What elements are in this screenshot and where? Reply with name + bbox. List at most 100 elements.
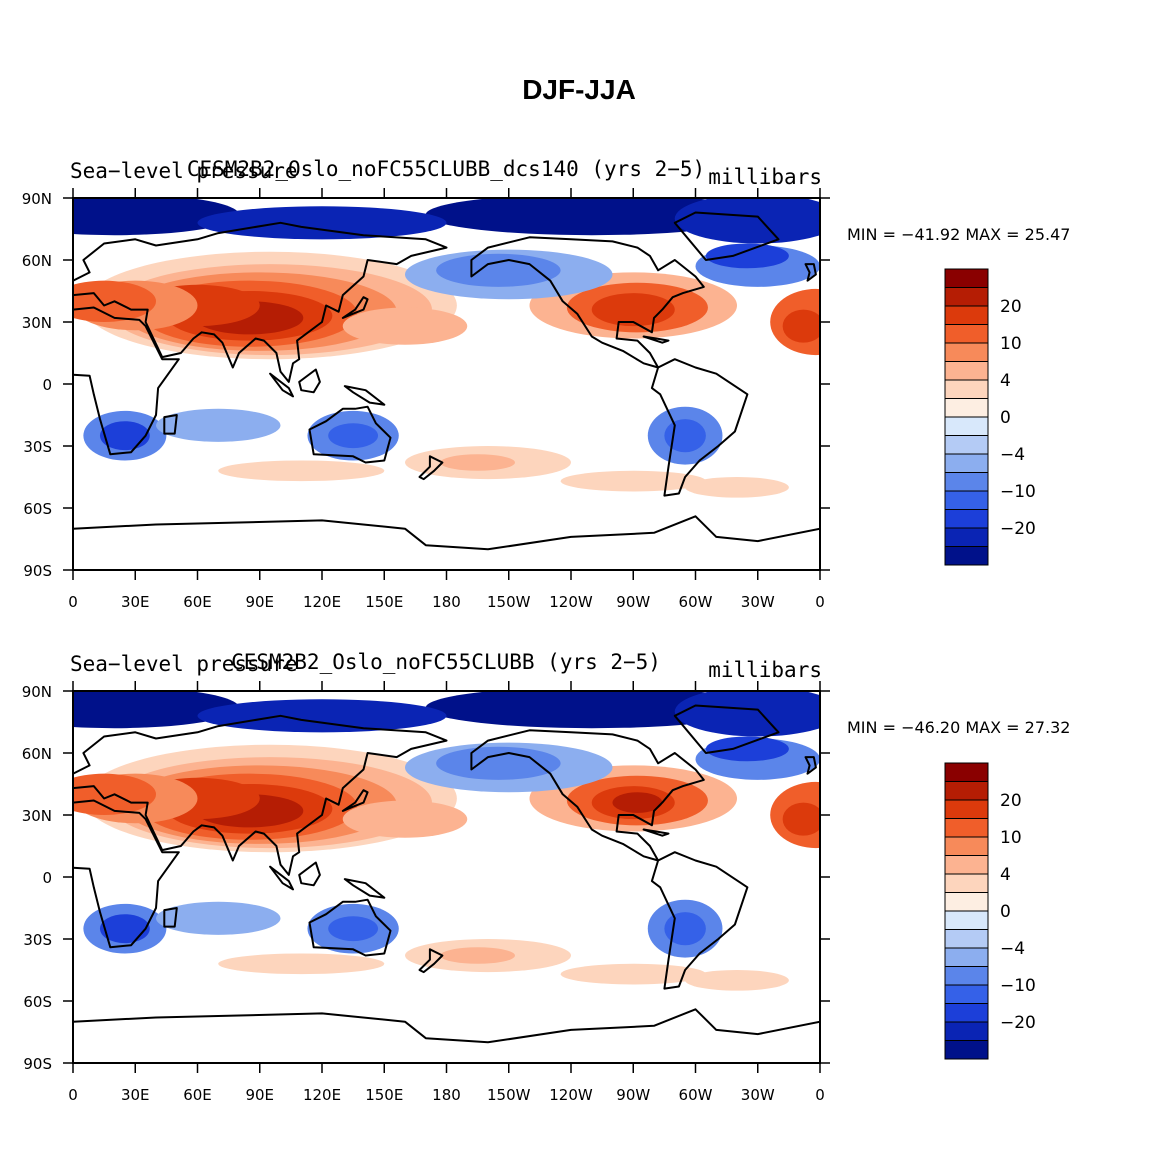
panel-units: millibars	[708, 658, 822, 682]
colorbar-swatch	[944, 929, 989, 949]
coastline	[343, 385, 386, 406]
coastline	[269, 372, 294, 398]
colorbar-swatch	[944, 490, 989, 510]
x-tick-label: 180	[432, 593, 461, 611]
x-tick-label: 90E	[245, 1086, 274, 1104]
x-tick-label: 60W	[679, 593, 713, 611]
y-tick-label: 60N	[22, 252, 52, 270]
panel-min-max: MIN = −46.20 MAX = 27.32	[847, 718, 1070, 737]
coastline	[73, 1008, 820, 1063]
colorbar-label: −4	[1000, 445, 1025, 465]
colorbar-swatch	[944, 472, 989, 492]
colorbar-swatch	[944, 1021, 989, 1041]
coastline	[341, 789, 369, 812]
x-tick-label: 30E	[121, 1086, 150, 1104]
panel-left-title: Sea−level pressure	[70, 159, 298, 183]
y-tick-label: 0	[42, 376, 52, 394]
y-tick-label: 30S	[23, 438, 52, 456]
coastline	[73, 221, 448, 383]
x-tick-label: 90E	[245, 593, 274, 611]
coastline	[269, 865, 294, 891]
coastline	[73, 799, 180, 949]
coastline	[73, 515, 820, 570]
colorbar-label: 4	[1000, 865, 1011, 885]
x-tick-label: 120W	[549, 593, 593, 611]
colorbar-swatch	[944, 966, 989, 986]
colorbar-swatch	[944, 799, 989, 819]
colorbar-swatch	[944, 910, 989, 930]
colorbar-label: 0	[1000, 902, 1011, 922]
coastline	[163, 907, 178, 928]
coastline	[470, 729, 705, 862]
coastline	[418, 455, 444, 481]
coastline	[673, 704, 780, 754]
x-tick-label: 150E	[365, 1086, 403, 1104]
colorbar-swatch	[944, 984, 989, 1004]
y-tick-label: 30N	[22, 314, 52, 332]
coastline	[642, 828, 670, 837]
coastline	[163, 414, 178, 435]
panel-center-title: CESM2B2_Oslo_noFC55CLUBB (yrs 2−5)	[231, 650, 661, 674]
x-tick-label: 0	[68, 1086, 78, 1104]
y-tick-label: 30S	[23, 931, 52, 949]
x-tick-label: 120E	[303, 1086, 341, 1104]
colorbar-swatch	[944, 947, 989, 967]
x-tick-label: 120E	[303, 593, 341, 611]
panel-units: millibars	[708, 165, 822, 189]
colorbar-label: −10	[1000, 482, 1036, 502]
y-tick-label: 90S	[23, 1055, 52, 1073]
colorbar-swatch	[944, 836, 989, 856]
coastline	[470, 236, 705, 369]
x-tick-label: 90W	[616, 1086, 650, 1104]
colorbar-swatch	[944, 509, 989, 529]
colorbar-swatch	[944, 287, 989, 307]
y-tick-label: 90S	[23, 562, 52, 580]
colorbar-label: 20	[1000, 297, 1022, 317]
coastline	[298, 861, 321, 887]
x-tick-label: 150E	[365, 593, 403, 611]
coastline	[298, 368, 321, 394]
colorbar-swatch	[944, 324, 989, 344]
coastline	[673, 211, 780, 261]
panel-min-max: MIN = −41.92 MAX = 25.47	[847, 225, 1070, 244]
y-tick-label: 60S	[23, 500, 52, 518]
coastline	[73, 714, 448, 876]
colorbar-swatch	[944, 416, 989, 436]
colorbar-swatch	[944, 379, 989, 399]
coastline	[343, 878, 386, 899]
coastline	[642, 335, 670, 344]
panel-center-title: CESM2B2_Oslo_noFC55CLUBB_dcs140 (yrs 2−5…	[187, 157, 705, 181]
colorbar-swatch	[944, 762, 989, 782]
map-panel-2: 0 30E 60E 90E 120E 150E 180 150W 120W 90W 60W 30W 09…	[22, 650, 1071, 1104]
colorbar-swatch	[944, 855, 989, 875]
colorbar-swatch	[944, 546, 989, 566]
panel-left-title: Sea−level pressure	[70, 652, 298, 676]
x-tick-label: 120W	[549, 1086, 593, 1104]
coastline	[308, 405, 392, 464]
colorbar-label: 0	[1000, 408, 1011, 428]
coastline	[73, 306, 180, 456]
colorbar-label: −10	[1000, 976, 1036, 996]
x-tick-label: 60W	[679, 1086, 713, 1104]
x-tick-label: 60E	[183, 1086, 212, 1104]
x-tick-label: 0	[815, 593, 825, 611]
colorbar-swatch	[944, 268, 989, 288]
y-tick-label: 90N	[22, 190, 52, 208]
coastline	[650, 851, 749, 990]
x-tick-label: 90W	[616, 593, 650, 611]
colorbar-swatch	[944, 1040, 989, 1060]
y-tick-label: 30N	[22, 807, 52, 825]
colorbar-swatch	[944, 873, 989, 893]
colorbar-label: −20	[1000, 1013, 1036, 1033]
colorbar-label: −20	[1000, 519, 1036, 539]
colorbar-label: 10	[1000, 828, 1022, 848]
colorbar-swatch	[944, 435, 989, 455]
y-tick-label: 90N	[22, 683, 52, 701]
colorbar-label: 10	[1000, 334, 1022, 354]
y-tick-label: 60S	[23, 993, 52, 1011]
colorbar-swatch	[944, 818, 989, 838]
colorbar-swatch	[944, 453, 989, 473]
coastline	[418, 948, 444, 974]
colorbar: 20 10 4 0 −4 −10 −20	[944, 762, 1036, 1060]
